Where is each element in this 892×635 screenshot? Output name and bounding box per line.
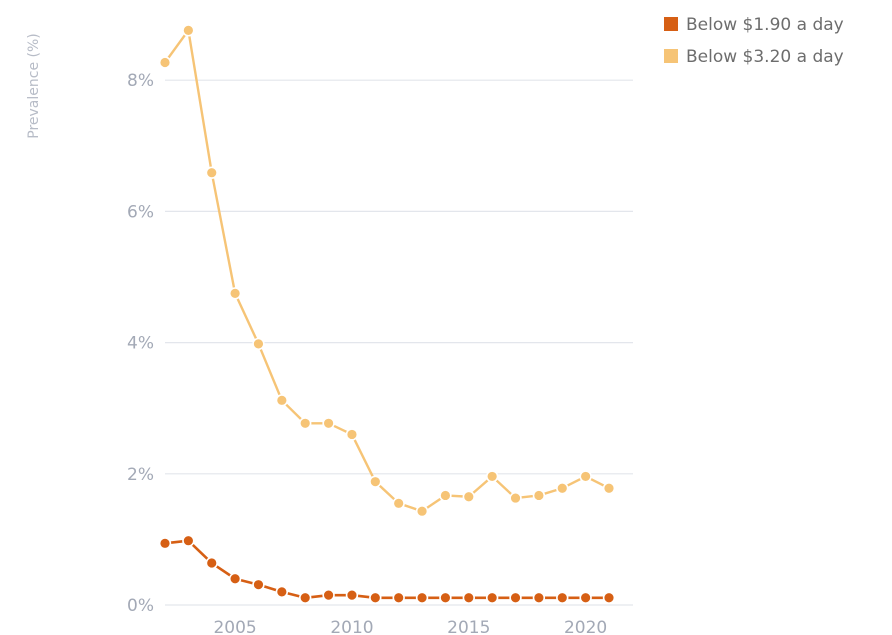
x-tick-label-2020: 2020 bbox=[564, 618, 607, 635]
legend-item-below-3-20: Below $3.20 a day bbox=[664, 47, 844, 67]
series-1-point-2008 bbox=[299, 417, 312, 430]
series-1-point-2006 bbox=[252, 337, 265, 351]
series-0 bbox=[158, 534, 616, 604]
series-0-point-2016 bbox=[485, 591, 499, 604]
series-1-point-2016 bbox=[485, 470, 499, 483]
x-tick-label-2010: 2010 bbox=[330, 618, 373, 635]
x-axis: 2005 2010 2015 2020 bbox=[213, 618, 607, 635]
series-1-point-2015 bbox=[462, 490, 475, 503]
series-0-point-2019 bbox=[556, 591, 569, 604]
series-1-point-2019 bbox=[556, 482, 569, 495]
series-0-point-2007 bbox=[275, 585, 289, 599]
series-0-point-2021 bbox=[602, 591, 616, 604]
series-1-point-2020 bbox=[579, 470, 592, 483]
y-tick-label-6: 6% bbox=[127, 202, 154, 222]
series-1-point-2017 bbox=[509, 491, 522, 505]
series-0-point-2018 bbox=[532, 591, 546, 604]
series-0-point-2005 bbox=[228, 572, 242, 585]
series-0-point-2003 bbox=[182, 534, 195, 547]
series-0-point-2014 bbox=[439, 591, 452, 604]
series-0-point-2015 bbox=[462, 591, 475, 604]
series-0-point-2008 bbox=[299, 591, 312, 604]
legend-swatch-below-3-20 bbox=[664, 49, 678, 63]
series-1-point-2018 bbox=[532, 489, 546, 502]
legend-item-below-1-90: Below $1.90 a day bbox=[664, 15, 844, 35]
y-tick-label-2: 2% bbox=[127, 465, 154, 485]
y-axis-title: Prevalence (%) bbox=[26, 33, 42, 139]
series-0-point-2009 bbox=[322, 588, 335, 602]
x-tick-label-2015: 2015 bbox=[447, 618, 490, 635]
series-1-point-2021 bbox=[602, 482, 616, 495]
series-1-point-2005 bbox=[228, 287, 242, 300]
series-1-point-2013 bbox=[415, 504, 429, 518]
series-0-point-2017 bbox=[509, 591, 522, 604]
series-0-point-2013 bbox=[415, 591, 429, 604]
series-0-point-2020 bbox=[579, 591, 592, 604]
y-tick-label-4: 4% bbox=[127, 334, 154, 354]
series-1-point-2003 bbox=[182, 24, 195, 37]
series-1-point-2009 bbox=[322, 417, 335, 430]
series-1-point-2014 bbox=[439, 489, 452, 502]
series-1-point-2011 bbox=[369, 475, 382, 488]
series-0-point-2004 bbox=[205, 556, 218, 570]
series-line-1 bbox=[163, 29, 611, 513]
legend-swatch-below-1-90 bbox=[664, 17, 678, 31]
series-0-point-2011 bbox=[369, 591, 382, 604]
y-tick-label-0: 0% bbox=[127, 596, 154, 616]
legend: Below $1.90 a day Below $3.20 a day bbox=[664, 15, 844, 67]
series-1-point-2004 bbox=[205, 166, 218, 179]
series-1-point-2012 bbox=[392, 497, 405, 510]
series-layer bbox=[158, 24, 616, 604]
series-1-point-2007 bbox=[275, 394, 289, 407]
y-axis: 0% 2% 4% 6% 8% bbox=[127, 71, 154, 616]
series-1 bbox=[158, 24, 616, 518]
series-0-point-2010 bbox=[345, 588, 359, 602]
x-tick-label-2005: 2005 bbox=[213, 618, 256, 635]
series-1-point-2010 bbox=[345, 428, 359, 441]
legend-label-below-1-90: Below $1.90 a day bbox=[686, 15, 844, 35]
series-0-point-2006 bbox=[252, 578, 265, 591]
series-line-0 bbox=[163, 539, 611, 600]
grid-lines bbox=[165, 79, 633, 606]
series-1-point-2002 bbox=[158, 56, 172, 69]
legend-label-below-3-20: Below $3.20 a day bbox=[686, 47, 844, 67]
series-0-point-2012 bbox=[392, 591, 405, 604]
series-0-point-2002 bbox=[158, 537, 172, 550]
y-tick-label-8: 8% bbox=[127, 71, 154, 91]
